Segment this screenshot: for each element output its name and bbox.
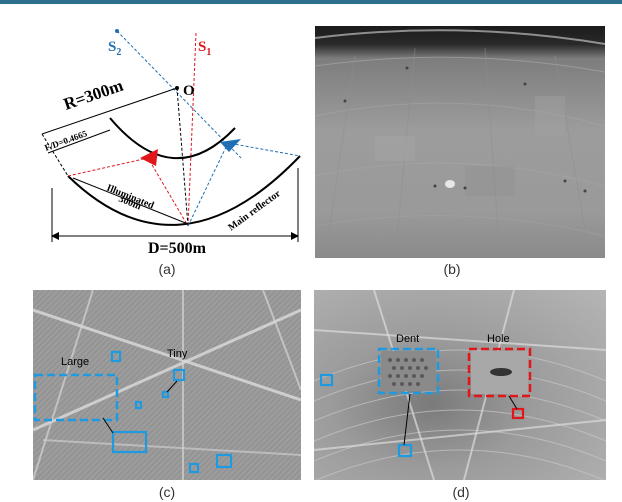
caption-a: (a)	[158, 261, 176, 277]
large-defect-marker	[110, 350, 122, 363]
large-defect-box	[33, 373, 119, 422]
s2-point	[115, 29, 119, 33]
origin-label: O	[183, 83, 195, 99]
defect-marker-left	[319, 373, 334, 387]
s1-label: S1	[198, 39, 211, 58]
panel-c-photo: Large Tiny	[33, 290, 301, 480]
panel-b-photo	[315, 26, 605, 258]
s1-feed-triangle	[140, 149, 158, 166]
defect-box-2	[111, 430, 148, 454]
surface-defects-dent-hole: Dent Hole	[314, 290, 606, 480]
radius-label: R=300m	[61, 76, 125, 114]
hole-marker	[511, 407, 525, 420]
main-reflector-arc	[67, 155, 301, 226]
defect-box-3	[215, 453, 233, 469]
small-defect-marker-2	[188, 462, 200, 474]
caption-b: (b)	[443, 261, 461, 277]
s2-feed-triangle	[220, 139, 241, 152]
focal-arc	[109, 117, 236, 160]
dent-marker	[397, 443, 413, 458]
radius-end-dash	[41, 133, 69, 177]
s2-axis	[116, 30, 242, 159]
caption-c: (c)	[158, 484, 176, 500]
reflector-surface-photo	[315, 29, 605, 258]
s1-axis	[187, 32, 197, 227]
origin-point	[175, 86, 179, 90]
tiny-defect-marker	[161, 390, 170, 399]
large-label: Large	[61, 356, 89, 368]
dent-box	[377, 347, 440, 395]
s2-label: S2	[108, 39, 121, 58]
fast-geometry-diagram: S2 S1 O R=300m F/D=0.4665 Illuminated 30…	[41, 29, 301, 257]
radius-drop-dash	[176, 87, 189, 227]
small-defect-marker-1	[134, 400, 143, 410]
caption-d: (d)	[452, 484, 470, 500]
surface-defects-small: Large Tiny	[33, 290, 301, 480]
tiny-label: Tiny	[167, 348, 188, 360]
tiny-defect-box	[172, 368, 186, 382]
diameter-label: D=500m	[148, 240, 207, 257]
dent-label: Dent	[396, 333, 419, 345]
illuminated-span	[72, 177, 189, 225]
panel-d-photo: Dent Hole	[314, 290, 606, 480]
panel-a-diagram: S2 S1 O R=300m F/D=0.4665 Illuminated 30…	[28, 18, 313, 258]
fd-line	[47, 129, 111, 154]
hole-label: Hole	[487, 333, 510, 345]
top-rule	[0, 0, 622, 4]
hole-box	[467, 347, 532, 398]
radius-line	[41, 87, 178, 135]
